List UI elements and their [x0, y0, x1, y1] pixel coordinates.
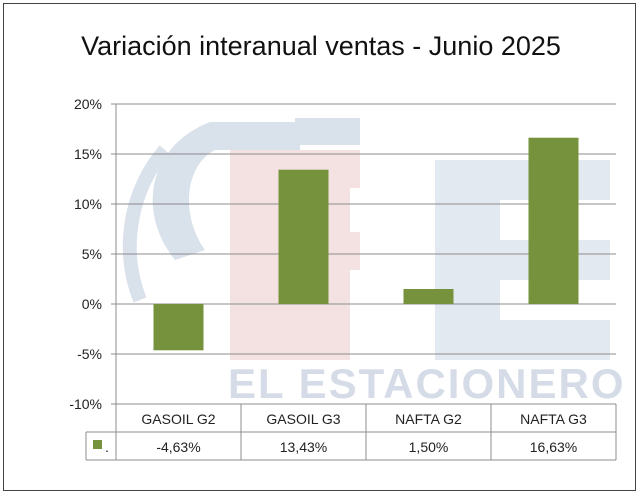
y-tick-label: 0% — [82, 296, 102, 312]
y-tick-label: 15% — [74, 146, 102, 162]
y-axis: 20% 15% 10% 5% 0% -5% -10% — [69, 96, 117, 412]
data-label: 13,43% — [280, 439, 327, 455]
chart-title: Variación interanual ventas - Junio 2025 — [81, 31, 561, 61]
data-label: -4,63% — [156, 439, 200, 455]
x-category-label: GASOIL G2 — [141, 411, 215, 427]
data-label: 1,50% — [409, 439, 449, 455]
data-label: 16,63% — [530, 439, 577, 455]
bar — [403, 289, 454, 304]
y-tick-label: -5% — [77, 346, 102, 362]
bar — [153, 304, 204, 351]
bar — [278, 169, 329, 304]
bars — [153, 137, 579, 351]
y-tick-label: -10% — [69, 396, 102, 412]
legend-swatch — [93, 440, 102, 449]
watermark-text: EL ESTACIONERO — [228, 360, 626, 407]
watermark-logo: EL ESTACIONERO — [122, 118, 626, 407]
x-category-label: NAFTA G2 — [395, 411, 462, 427]
data-table: GASOIL G2 -4,63% GASOIL G3 13,43% NAFTA G2 1,… — [85, 403, 617, 461]
legend-series-name: . — [105, 439, 109, 455]
bar — [528, 137, 579, 304]
y-tick-label: 10% — [74, 196, 102, 212]
x-category-label: GASOIL G3 — [266, 411, 340, 427]
y-tick-label: 20% — [74, 96, 102, 112]
y-tick-label: 5% — [82, 246, 102, 262]
x-category-label: NAFTA G3 — [520, 411, 587, 427]
